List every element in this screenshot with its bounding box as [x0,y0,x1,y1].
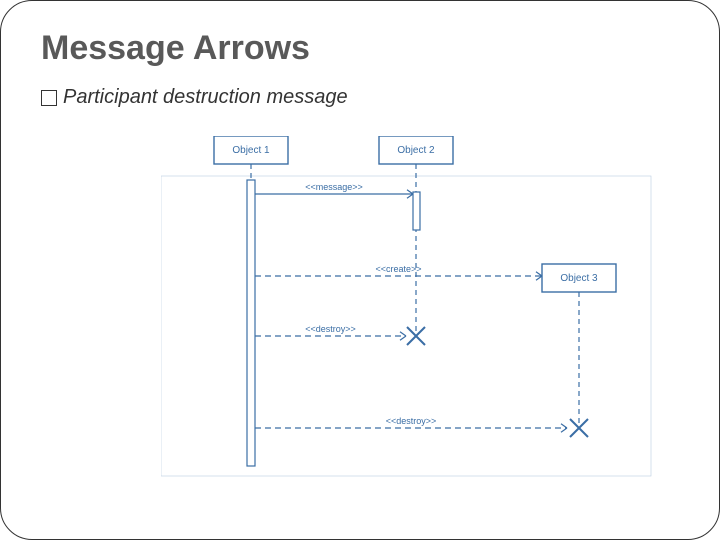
svg-text:Object 1: Object 1 [232,145,270,156]
svg-text:<<destroy>>: <<destroy>> [305,324,356,334]
subtitle-row: Participant destruction message [41,86,679,109]
slide-frame: Message Arrows Participant destruction m… [0,0,720,540]
sequence-diagram: Object 1 Object 2 Object 3 <<message>> <<cre… [161,136,661,506]
svg-text:Object 3: Object 3 [560,273,598,284]
sequence-svg: Object 1 Object 2 Object 3 <<message>> <<cre… [161,136,661,496]
svg-text:<<message>>: <<message>> [305,182,363,192]
bullet-icon [41,90,57,106]
svg-text:Object 2: Object 2 [397,145,435,156]
svg-text:<<destroy>>: <<destroy>> [386,416,437,426]
slide-subtitle: Participant destruction message [63,86,348,109]
svg-text:<<create>>: <<create>> [375,264,421,274]
slide-title: Message Arrows [41,29,679,68]
